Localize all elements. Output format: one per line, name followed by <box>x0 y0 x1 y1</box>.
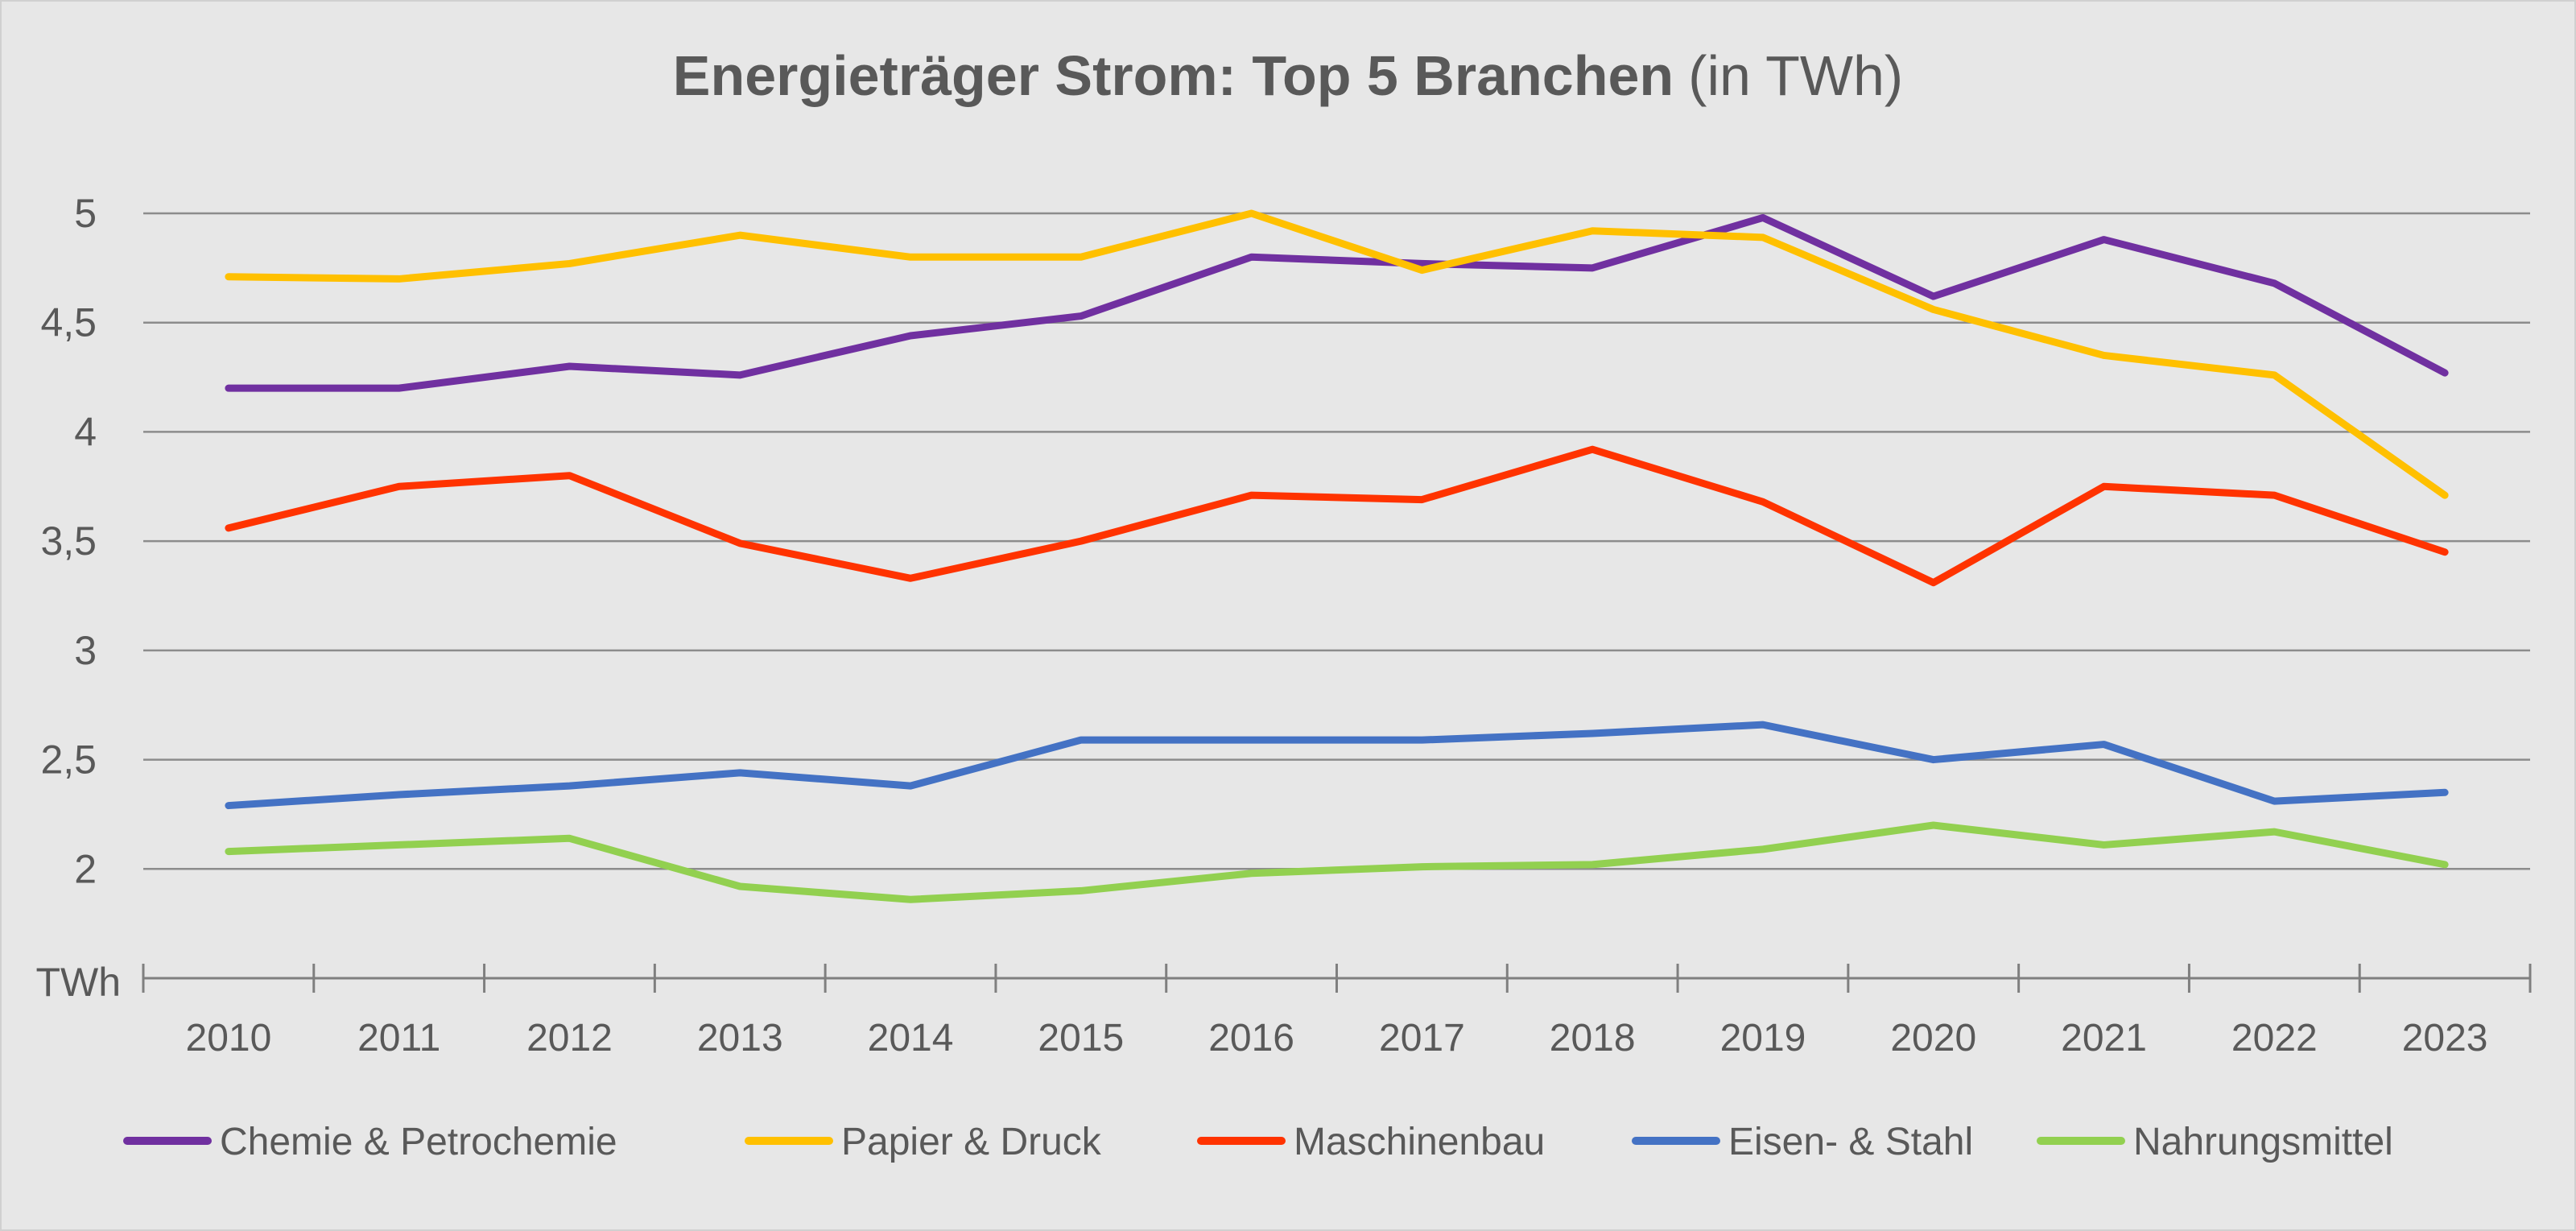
y-tick-label: 4 <box>74 409 97 454</box>
legend-label: Chemie & Petrochemie <box>220 1121 617 1163</box>
x-tick-label: 2021 <box>2061 1017 2147 1060</box>
chart-title-suffix: (in TWh) <box>1688 44 1903 107</box>
y-tick-label: 3,5 <box>40 518 97 564</box>
x-tick-label: 2019 <box>1720 1017 1806 1060</box>
y-tick-label: 2 <box>74 846 97 891</box>
legend-item: Nahrungsmittel <box>2037 1121 2393 1163</box>
legend-label: Nahrungsmittel <box>2133 1121 2393 1163</box>
chart-title-main: Energieträger Strom: Top 5 Branchen <box>673 44 1674 107</box>
legend-label: Eisen- & Stahl <box>1728 1121 1973 1163</box>
x-tick-label: 2014 <box>868 1017 954 1060</box>
x-tick-label: 2020 <box>1890 1017 1976 1060</box>
x-tick-label: 2017 <box>1379 1017 1465 1060</box>
legend-item: Maschinenbau <box>1197 1121 1545 1163</box>
x-tick-label: 2012 <box>526 1017 613 1060</box>
y-tick-label: 2,5 <box>40 737 97 783</box>
y-tick-label: 4,5 <box>40 300 97 345</box>
x-tick-label: 2010 <box>186 1017 272 1060</box>
legend-item: Papier & Druck <box>745 1121 1102 1163</box>
series-line <box>225 213 2449 392</box>
legend-label: Maschinenbau <box>1294 1121 1545 1163</box>
chart-title: Energieträger Strom: Top 5 Branchen (in T… <box>673 44 1903 107</box>
x-tick-label: 2023 <box>2402 1017 2488 1060</box>
legend-label: Papier & Druck <box>841 1121 1102 1163</box>
series-line <box>225 821 2449 903</box>
series-line <box>225 445 2449 587</box>
x-tick-label: 2011 <box>357 1017 440 1060</box>
legend-item: Eisen- & Stahl <box>1632 1121 1973 1163</box>
x-tick-label: 2013 <box>697 1017 783 1060</box>
x-tick-label: 2015 <box>1038 1017 1124 1060</box>
y-tick-label: 5 <box>74 191 97 236</box>
legend-item: Chemie & Petrochemie <box>123 1121 617 1163</box>
y-tick-label: 3 <box>74 628 97 673</box>
x-tick-label: 2022 <box>2231 1017 2318 1060</box>
x-tick-label: 2018 <box>1550 1017 1636 1060</box>
series-line <box>225 209 2449 499</box>
y-axis-label: TWh <box>35 960 121 1005</box>
series-line <box>225 721 2449 810</box>
x-tick-label: 2016 <box>1208 1017 1294 1060</box>
